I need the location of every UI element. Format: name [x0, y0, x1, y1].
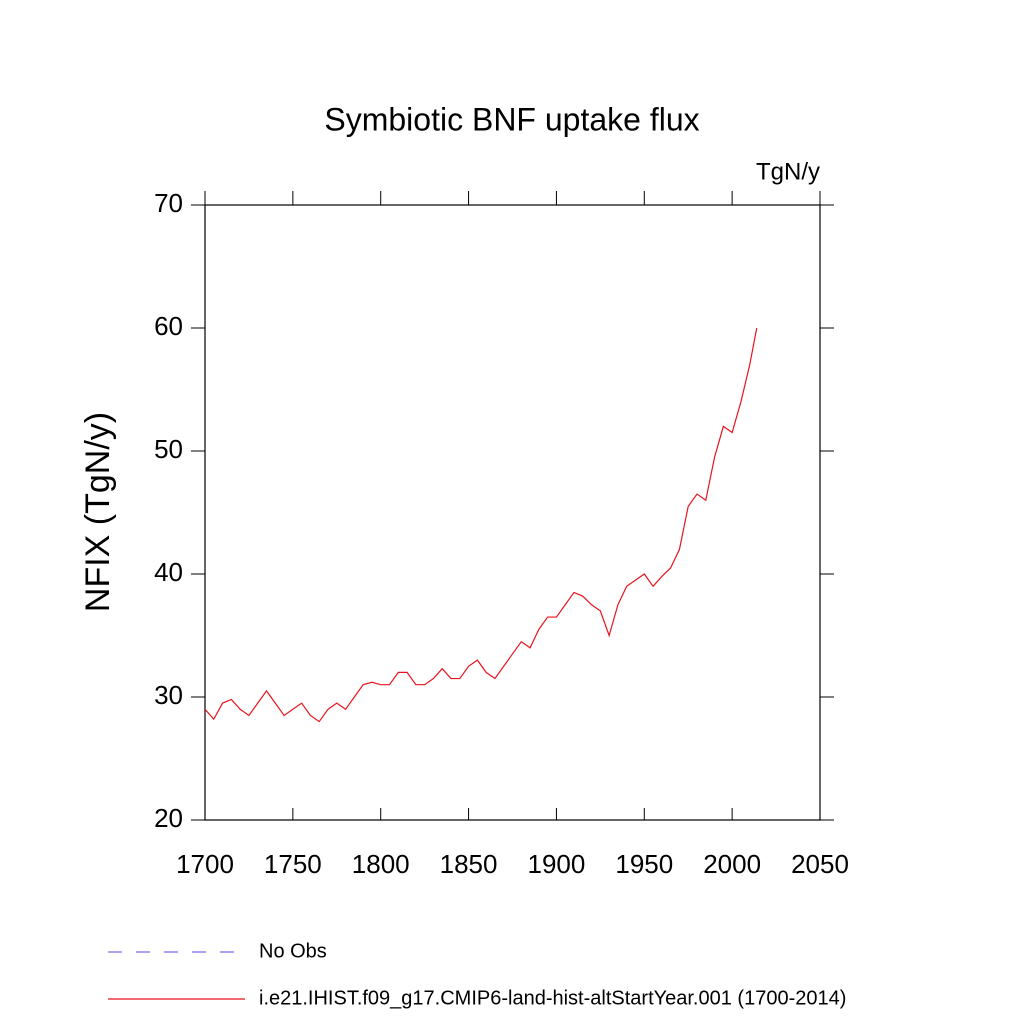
plot-frame	[204, 204, 821, 821]
y-tick-label: 30	[154, 680, 183, 710]
y-tick-label: 20	[154, 803, 183, 833]
x-tick-label: 1750	[264, 849, 322, 879]
y-axis-label: NFIX (TgN/y)	[79, 412, 117, 612]
legend-label: i.e21.IHIST.f09_g17.CMIP6-land-hist-altS…	[259, 987, 846, 1009]
data-line	[204, 327, 758, 723]
chart-title: Symbiotic BNF uptake flux	[324, 101, 699, 137]
x-tick-label: 1950	[615, 849, 673, 879]
units-label: TgN/y	[756, 158, 820, 185]
x-tick-label: 1700	[176, 849, 234, 879]
x-tick-label: 1900	[528, 849, 586, 879]
y-tick-label: 70	[154, 188, 183, 218]
x-tick-label: 1850	[440, 849, 498, 879]
y-tick-label: 60	[154, 311, 183, 341]
legend-label: No Obs	[259, 940, 327, 962]
y-tick-label: 50	[154, 434, 183, 464]
y-tick-label: 40	[154, 557, 183, 587]
x-tick-label: 1800	[352, 849, 410, 879]
x-tick-label: 2000	[703, 849, 761, 879]
x-tick-label: 2050	[791, 849, 849, 879]
